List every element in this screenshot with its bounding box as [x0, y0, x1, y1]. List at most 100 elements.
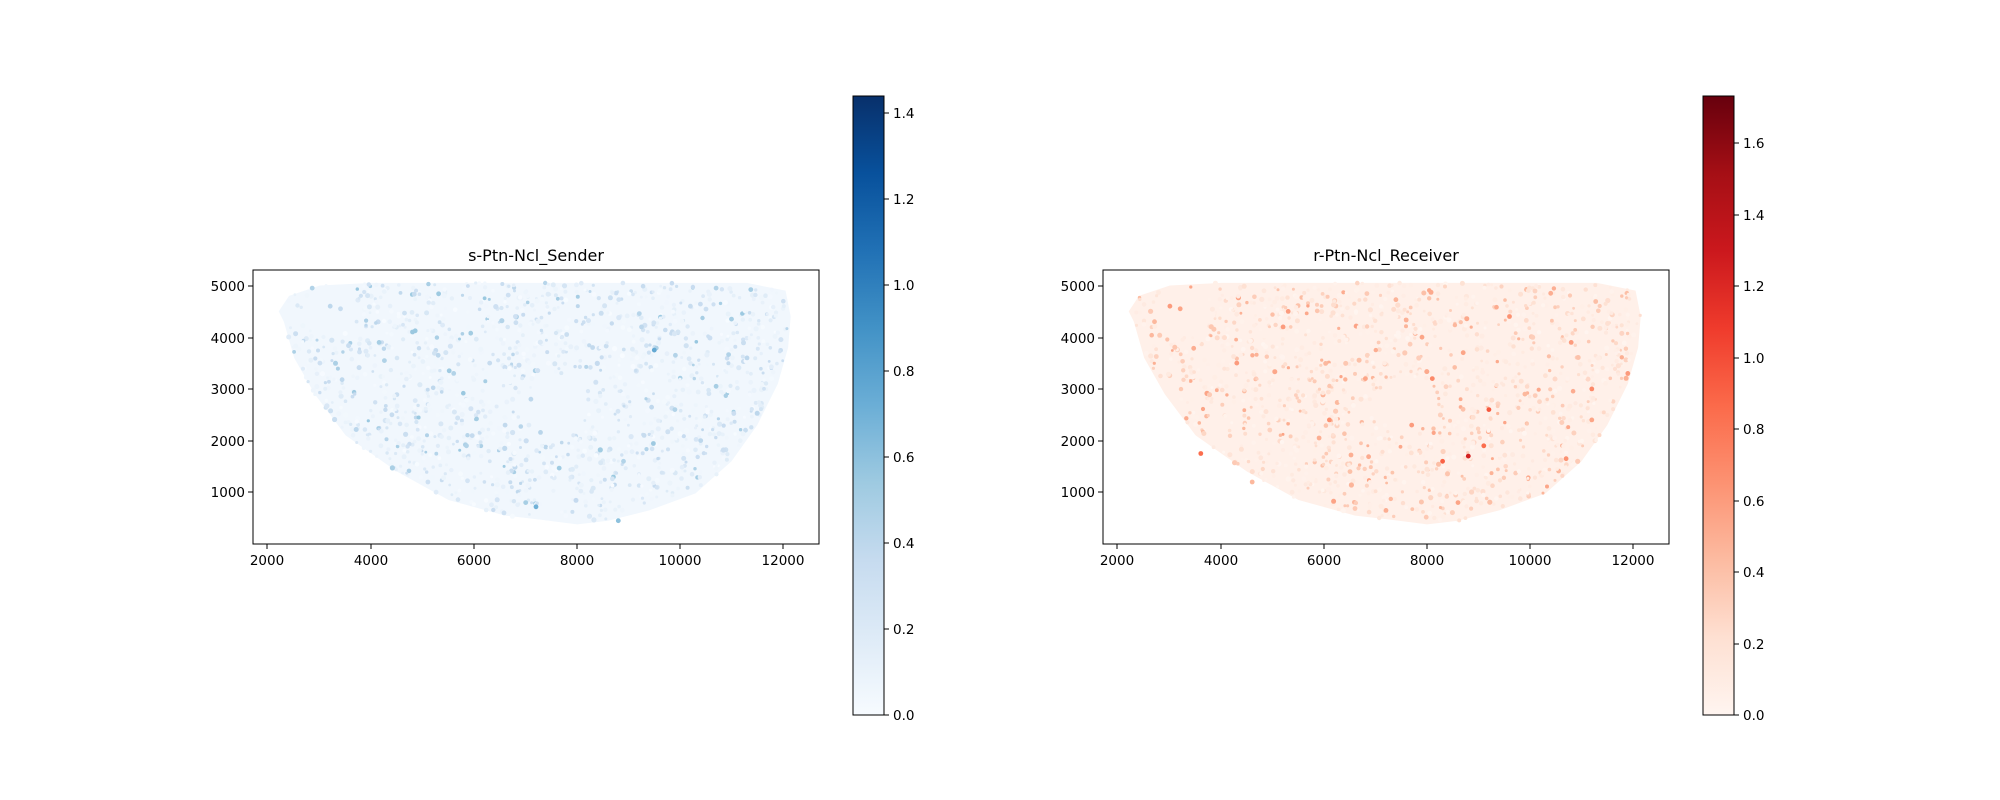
spot [725, 337, 729, 342]
spot [1482, 421, 1486, 425]
spot [719, 287, 725, 292]
spot [286, 299, 291, 304]
spot [374, 282, 379, 288]
spot [389, 309, 394, 314]
spot [607, 436, 612, 441]
spot [1536, 387, 1541, 392]
spot [396, 377, 400, 382]
spot [383, 396, 388, 400]
spot [1271, 469, 1276, 474]
spot [1373, 318, 1378, 323]
spot [1343, 360, 1349, 366]
spot [639, 337, 645, 343]
spot [737, 406, 741, 411]
spot [617, 504, 621, 509]
spot [1324, 373, 1330, 379]
spot [672, 394, 677, 399]
spot [426, 281, 431, 287]
spot [1470, 440, 1476, 446]
spot [399, 372, 403, 376]
spot [1251, 423, 1256, 428]
spot [482, 480, 487, 484]
spot [518, 438, 522, 442]
spot [1583, 287, 1588, 292]
spot [361, 312, 366, 317]
spot [1373, 347, 1379, 353]
spot [1275, 307, 1280, 312]
spot [1370, 302, 1375, 307]
spot [1336, 293, 1342, 298]
spot [1308, 378, 1312, 383]
spot [657, 466, 661, 470]
spot [561, 301, 565, 305]
spot [357, 349, 362, 355]
spot [1336, 484, 1340, 488]
spot [681, 414, 686, 418]
spot [737, 443, 741, 447]
spot [1348, 482, 1354, 488]
spot [531, 373, 536, 377]
colorbar-tick-label: 0.6 [893, 450, 914, 466]
data-point [1522, 391, 1528, 397]
spot [332, 377, 336, 381]
spot [444, 463, 449, 467]
spot [1491, 379, 1496, 384]
spot [503, 337, 507, 341]
spot [1217, 331, 1221, 335]
spot [1301, 372, 1306, 378]
spot [1451, 454, 1457, 460]
spot [689, 373, 695, 379]
spot [712, 432, 716, 437]
spot [535, 501, 539, 506]
spot [384, 437, 389, 442]
spot [1333, 408, 1339, 414]
data-point [615, 518, 621, 524]
spot [404, 422, 409, 428]
spot [401, 454, 407, 460]
spot [1492, 297, 1498, 303]
spot [537, 339, 543, 345]
spot [392, 408, 396, 412]
spot [640, 484, 644, 488]
spot [1503, 464, 1508, 469]
spot [748, 287, 754, 292]
spot [699, 360, 704, 364]
spot [1151, 344, 1156, 349]
spot [602, 303, 608, 309]
spot [1379, 368, 1383, 372]
spot [1225, 296, 1230, 301]
spot [1545, 484, 1549, 489]
spot [1570, 462, 1576, 468]
spot [753, 326, 759, 332]
spot [597, 503, 601, 507]
spot [501, 510, 507, 516]
spot [494, 491, 499, 495]
spot [403, 431, 409, 437]
spot [1413, 336, 1417, 340]
spot [598, 513, 602, 518]
spot [1578, 362, 1583, 367]
spot [1631, 332, 1637, 338]
spot [1345, 305, 1350, 311]
spot [610, 483, 615, 488]
spot [681, 310, 687, 315]
colorbar-tick-label: 1.0 [1743, 351, 1764, 367]
spot [425, 433, 429, 438]
spot [519, 481, 523, 485]
spot [1586, 428, 1592, 434]
spot [1401, 293, 1406, 298]
spot [1433, 455, 1438, 460]
spot [1573, 401, 1578, 406]
spot [425, 294, 430, 300]
spot [717, 421, 723, 427]
spot [555, 296, 560, 301]
spot [410, 333, 414, 338]
spot [1484, 476, 1488, 480]
spot [688, 289, 692, 293]
spot [671, 412, 675, 417]
spot [1507, 495, 1511, 499]
spot [1151, 300, 1156, 304]
data-point [451, 371, 457, 376]
spot [479, 471, 483, 475]
spot [1197, 421, 1202, 425]
